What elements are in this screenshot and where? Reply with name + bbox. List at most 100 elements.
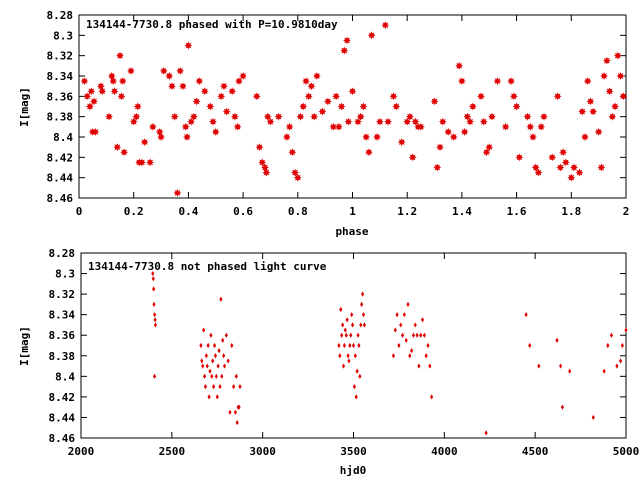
data-point (216, 363, 220, 369)
data-point (477, 92, 485, 101)
data-point (337, 342, 341, 349)
data-point (201, 363, 205, 369)
data-point (556, 163, 565, 172)
phased-plot-ticks: 0 0.2 0.4 0.6 0.8 1 1.2 1.4 1.6 1.8 2 8.28 8.3 8.32 8.… (47, 9, 630, 218)
data-point (578, 107, 587, 116)
data-point (381, 21, 390, 30)
data-point (359, 102, 368, 111)
data-point (255, 143, 264, 152)
data-point (358, 373, 362, 379)
data-point (362, 322, 366, 328)
data-point (109, 77, 118, 86)
data-point (96, 82, 105, 91)
data-point (184, 41, 193, 50)
x-tick-label: 1.2 (397, 205, 417, 218)
data-point (238, 384, 242, 390)
data-point (361, 312, 366, 318)
data-point (232, 384, 236, 390)
data-point (206, 342, 210, 349)
data-point (356, 112, 365, 121)
data-point (302, 77, 310, 86)
y-tick-label: 8.44 (47, 172, 74, 185)
data-point (189, 112, 198, 121)
data-point (202, 373, 207, 379)
data-point (405, 112, 414, 121)
data-point (159, 66, 168, 75)
data-point (155, 127, 164, 136)
y-tick-label: 8.3 (55, 268, 75, 281)
data-point (393, 327, 397, 333)
data-point (484, 430, 488, 436)
data-point (105, 112, 114, 121)
data-point (152, 286, 156, 292)
data-point (359, 322, 363, 328)
y-tick-label: 8.4 (55, 370, 75, 383)
data-point (351, 342, 356, 349)
data-point (258, 158, 267, 167)
data-point (364, 148, 373, 157)
data-point (80, 77, 89, 86)
data-point (304, 92, 313, 101)
data-point (606, 342, 610, 349)
data-point (153, 312, 157, 318)
data-point (178, 82, 187, 91)
data-point (419, 332, 423, 338)
y-tick-label: 8.36 (49, 329, 76, 342)
data-point (237, 404, 241, 410)
data-point (501, 122, 510, 131)
y-tick-label: 8.46 (49, 432, 76, 445)
data-point (307, 82, 316, 91)
data-point (479, 117, 488, 126)
data-point (157, 133, 166, 141)
data-point (389, 92, 398, 101)
x-tick-label: 1.4 (452, 205, 472, 218)
data-point (203, 384, 208, 390)
data-point (408, 353, 412, 359)
data-point (211, 358, 215, 364)
data-point (266, 117, 275, 126)
data-point (507, 77, 516, 86)
data-point (613, 51, 622, 60)
data-point (468, 102, 477, 111)
data-point (113, 143, 122, 152)
data-point (620, 342, 624, 349)
data-point (351, 322, 355, 328)
data-point (129, 117, 138, 126)
data-point (524, 312, 528, 318)
data-point (199, 342, 203, 349)
data-point (209, 332, 213, 338)
data-point (410, 348, 414, 354)
data-point (343, 327, 347, 333)
data-point (132, 112, 141, 121)
data-point (213, 353, 217, 359)
data-point (611, 102, 620, 111)
data-point (438, 117, 447, 126)
y-tick-label: 8.4 (53, 131, 73, 144)
data-point (205, 363, 209, 369)
data-point (403, 117, 412, 126)
y-tick-label: 8.46 (47, 192, 74, 205)
x-tick-label: 2500 (159, 445, 186, 458)
phased-plot-title: 134144-7730.8 phased with P=10.9810day (86, 18, 338, 31)
data-point (90, 97, 98, 106)
data-point (400, 332, 405, 338)
data-point (537, 122, 546, 131)
data-point (354, 117, 362, 126)
data-point (310, 112, 319, 121)
x-tick-label: 3500 (340, 445, 367, 458)
data-point (609, 332, 614, 338)
data-point (589, 107, 598, 116)
data-point (239, 72, 248, 80)
y-tick-label: 8.34 (47, 70, 74, 83)
data-point (211, 127, 220, 136)
data-point (597, 163, 606, 172)
data-point (602, 56, 611, 65)
data-point (340, 332, 344, 338)
data-point (375, 117, 384, 126)
x-tick-label: 5000 (613, 445, 640, 458)
data-point (118, 77, 127, 86)
data-point (153, 322, 158, 328)
data-point (153, 317, 157, 323)
phased-plot: 0 0.2 0.4 0.6 0.8 1 1.2 1.4 1.6 1.8 2 8.28 8.3 8.32 8.… (18, 9, 629, 238)
data-point (534, 168, 543, 177)
